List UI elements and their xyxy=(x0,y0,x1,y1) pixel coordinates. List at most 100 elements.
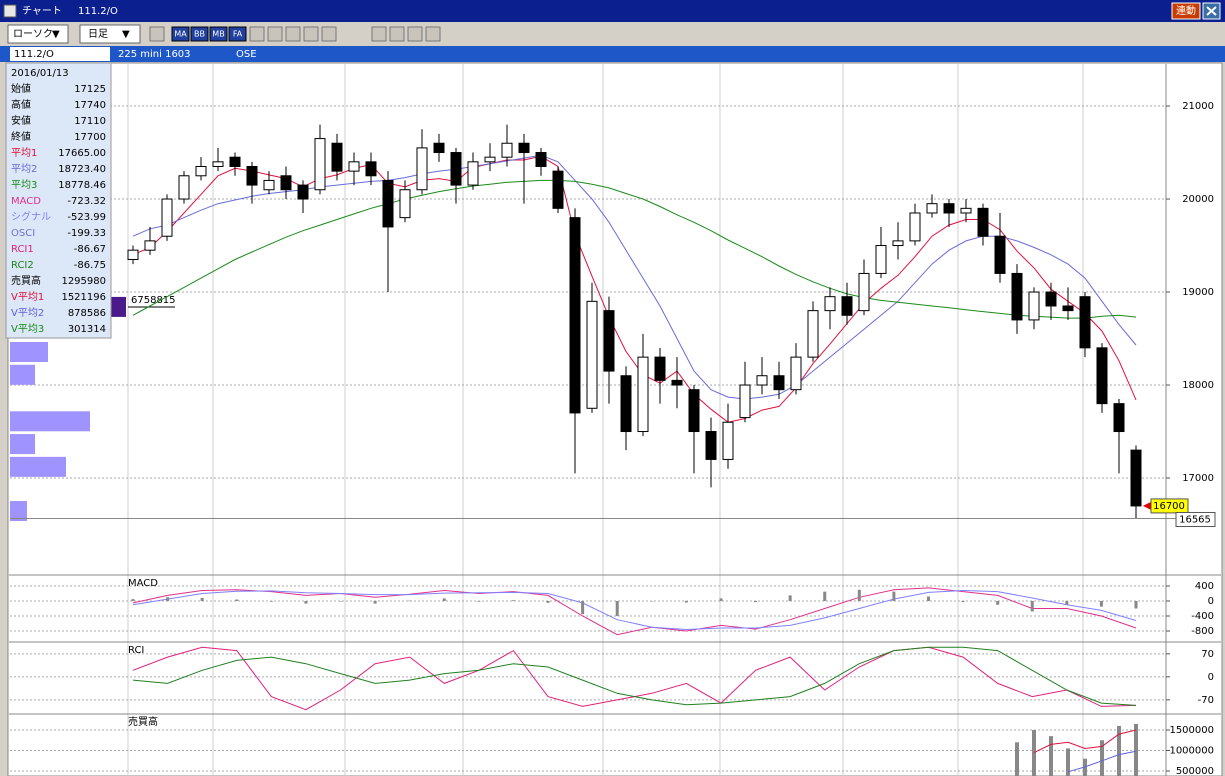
candle-body xyxy=(467,161,479,186)
indicator-bar xyxy=(546,601,550,603)
app-icon xyxy=(3,4,17,18)
y-tick-label: -400 xyxy=(1191,611,1214,622)
candle-body xyxy=(212,161,224,167)
tool-icon[interactable] xyxy=(321,26,337,42)
info-label: シグナル xyxy=(11,210,51,223)
volume-profile-bar xyxy=(10,501,27,522)
candle-body xyxy=(280,175,292,191)
info-value: -86.75 xyxy=(74,260,106,271)
info-value: 301314 xyxy=(68,324,106,335)
indicator-bar xyxy=(996,601,1000,605)
indicator-button-label[interactable]: BB xyxy=(194,30,205,39)
info-label: V平均1 xyxy=(11,291,44,303)
exchange: OSE xyxy=(236,49,257,60)
panel-title: MACD xyxy=(128,578,158,589)
info-label: 売買高 xyxy=(11,274,41,287)
indicator-bar xyxy=(1117,725,1121,776)
y-tick-label: 18000 xyxy=(1182,380,1214,391)
info-label: RCI1 xyxy=(11,244,34,255)
info-label: 始値 xyxy=(11,82,31,95)
indicator-button-label[interactable]: MB xyxy=(212,30,224,39)
indicator-bar xyxy=(1015,742,1019,776)
indicator-button-label[interactable]: FA xyxy=(233,30,243,39)
y-tick-label: -70 xyxy=(1198,695,1214,706)
indicator-bar xyxy=(442,598,446,602)
info-label: V平均2 xyxy=(11,307,44,319)
candle-body xyxy=(399,189,411,219)
y-tick-label: 21000 xyxy=(1182,101,1214,112)
link-button-label[interactable]: 連動 xyxy=(1176,4,1196,17)
info-date: 2016/01/13 xyxy=(11,68,69,79)
indicator-line xyxy=(132,179,1137,319)
indicator-button[interactable] xyxy=(209,26,228,42)
link-button[interactable] xyxy=(1171,2,1201,20)
candle-body xyxy=(1113,403,1125,433)
tool-icon[interactable] xyxy=(149,26,165,42)
candle-body xyxy=(331,142,343,172)
period-dropdown[interactable] xyxy=(79,24,141,44)
tool-icon[interactable] xyxy=(285,26,301,42)
indicator-bar xyxy=(1065,601,1069,605)
tool-icon[interactable] xyxy=(407,26,423,42)
info-value: -199.33 xyxy=(67,228,106,239)
y-tick-label: 0 xyxy=(1208,596,1214,607)
candle-body xyxy=(501,142,513,158)
code-box[interactable] xyxy=(10,47,110,61)
indicator-bar xyxy=(650,601,654,602)
y-tick-label: -800 xyxy=(1191,626,1214,637)
style-dropdown[interactable] xyxy=(7,24,69,44)
tool-icon[interactable] xyxy=(371,26,387,42)
candle-body xyxy=(518,142,530,154)
price-tag-label: 16700 xyxy=(1153,501,1185,512)
indicator-bar xyxy=(235,599,239,602)
indicator-bar xyxy=(719,598,723,602)
dropdown-arrow[interactable]: ▼ xyxy=(52,29,60,40)
candle-body xyxy=(926,203,938,214)
indicator-bar xyxy=(511,600,515,602)
indicator-bar xyxy=(1066,748,1070,776)
indicator-bar xyxy=(754,601,758,603)
tool-buttons: MA BB MB FA xyxy=(149,26,441,42)
indicator-button-label[interactable]: MA xyxy=(174,30,187,39)
low-tag-label: 16565 xyxy=(1179,514,1211,525)
indicator-button[interactable] xyxy=(171,26,190,42)
candle-body xyxy=(263,179,275,191)
candle-body xyxy=(297,184,309,200)
indicator-button[interactable] xyxy=(190,26,209,42)
indicator-button[interactable] xyxy=(228,26,247,42)
candle-body xyxy=(1062,305,1074,312)
candle-body xyxy=(1045,291,1057,307)
chart-layer: 21000 20000 19000 18000 17000 400 0 -400 -800 MAC… xyxy=(5,62,1221,776)
candle-body xyxy=(807,310,819,358)
period-dropdown-label[interactable]: 日足 xyxy=(88,28,108,40)
tool-icon[interactable] xyxy=(249,26,265,42)
candle-body xyxy=(246,165,258,186)
info-value: 17700 xyxy=(74,132,106,143)
tool-icon[interactable] xyxy=(425,26,441,42)
info-label: OSCI xyxy=(11,228,35,239)
tool-icon[interactable] xyxy=(389,26,405,42)
chart-area xyxy=(7,62,1223,776)
indicator-bar xyxy=(1134,601,1138,609)
indicator-bar xyxy=(961,601,965,603)
dropdown-arrow[interactable]: ▼ xyxy=(122,29,130,40)
volume-profile-bar xyxy=(10,342,48,363)
tool-icon[interactable] xyxy=(267,26,283,42)
candle-body xyxy=(705,431,717,460)
indicator-line xyxy=(132,589,1137,631)
info-value: 878586 xyxy=(68,308,106,319)
tool-icon[interactable] xyxy=(303,26,319,42)
candle-body xyxy=(620,375,632,433)
indicator-bar xyxy=(1134,723,1138,776)
indicator-line xyxy=(132,646,1137,706)
candle-body xyxy=(892,240,904,247)
indicator-bar xyxy=(131,599,135,602)
style-dropdown-label[interactable]: ローソク xyxy=(13,28,53,40)
candle-body xyxy=(229,156,241,167)
indicator-bar xyxy=(1099,601,1103,607)
candle-body xyxy=(824,296,836,312)
indicator-bar xyxy=(477,601,481,602)
info-value: 18723.40 xyxy=(58,164,106,175)
indicator-bar xyxy=(1100,740,1104,776)
